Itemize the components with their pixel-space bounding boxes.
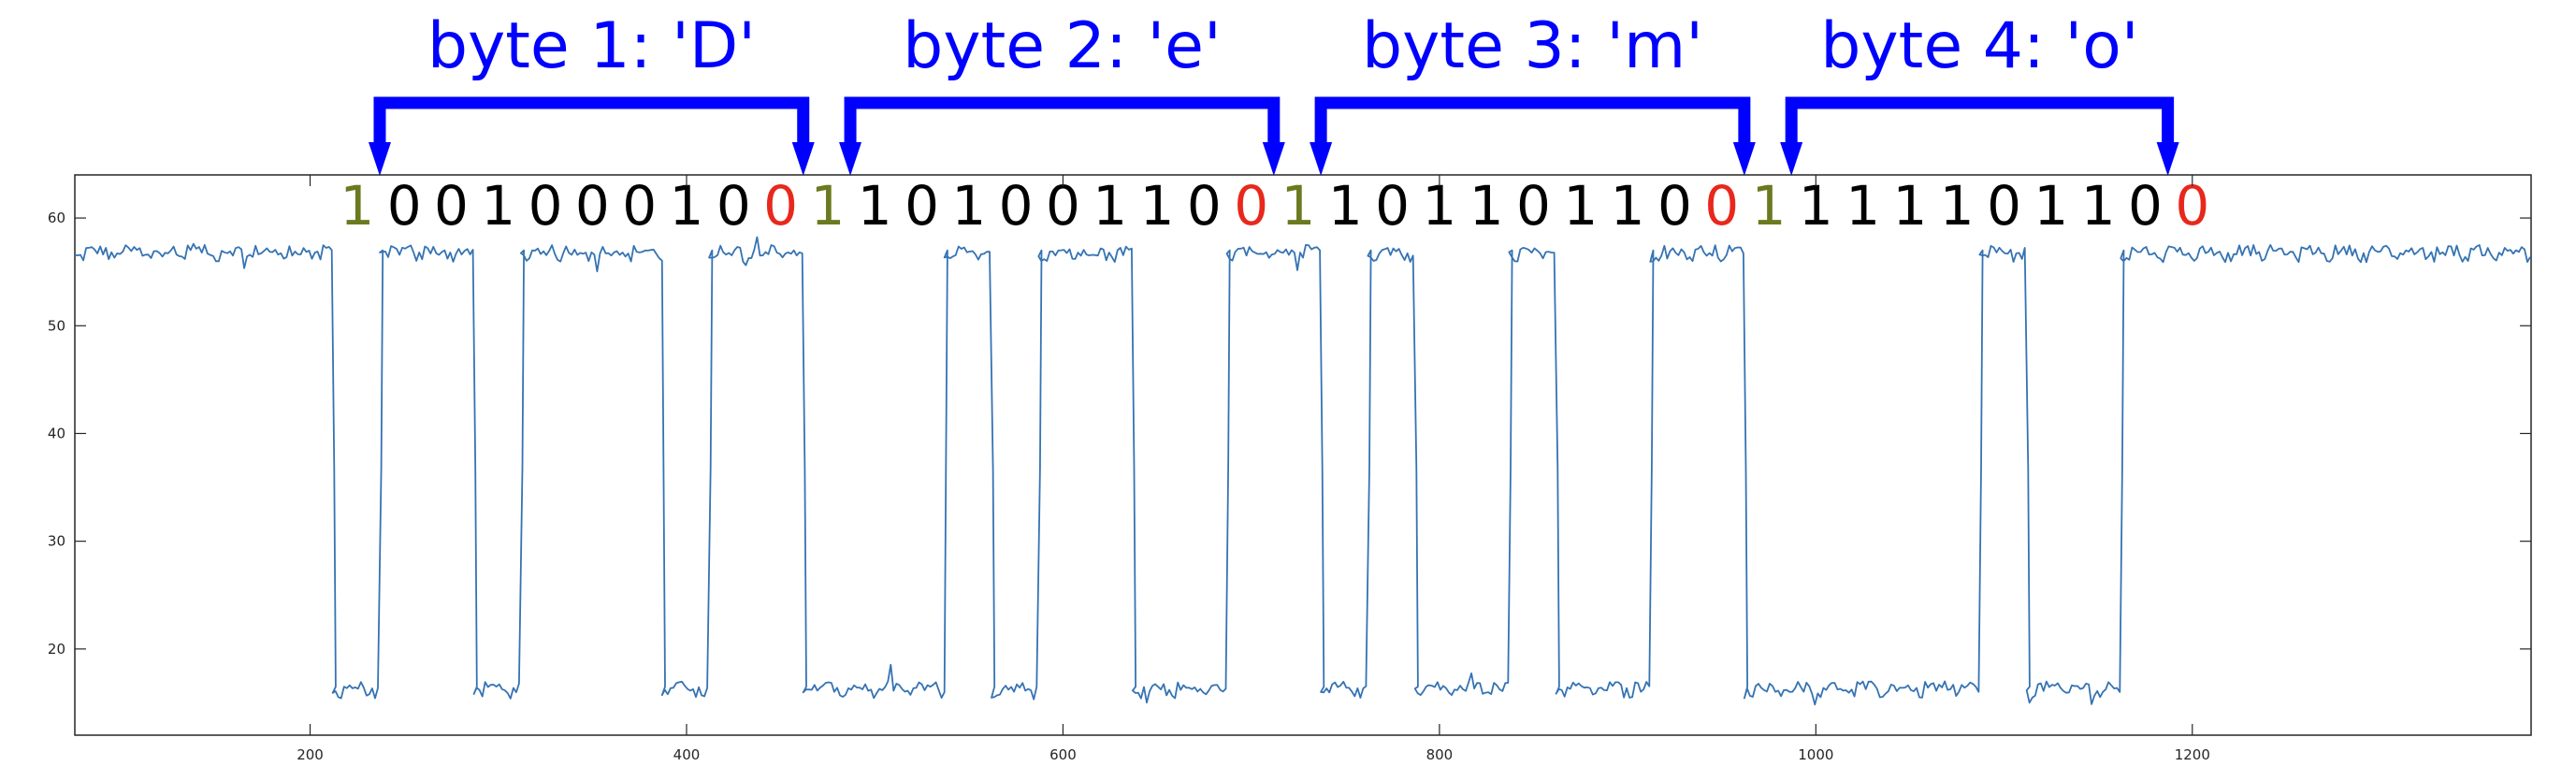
byte-label: byte 4: 'o': [1820, 9, 2138, 83]
byte-bracket-arrow: [1310, 142, 1333, 176]
byte-bracket-arrow: [1780, 142, 1803, 176]
bit-label-data: 0: [1987, 174, 2021, 238]
bit-label-data: 0: [622, 174, 657, 238]
bit-label-data: 0: [999, 174, 1034, 238]
byte-bracket-arrow: [2156, 142, 2179, 176]
bit-label-data: 0: [575, 174, 610, 238]
byte-brackets: byte 1: 'D' byte 2: 'e' byte 3: 'm' byte 4:…: [368, 9, 2179, 176]
byte-bracket-arrow: [368, 142, 391, 176]
bit-label-data: 1: [1140, 174, 1175, 238]
x-tick-label: 400: [673, 746, 701, 763]
y-tick-label: 40: [48, 425, 65, 441]
bit-label-data: 0: [904, 174, 939, 238]
bit-label-data: 0: [1187, 174, 1222, 238]
byte-bracket: [1785, 96, 2175, 146]
bit-label-data: 0: [716, 174, 751, 238]
byte-bracket-arrow: [1732, 142, 1756, 176]
bit-label-data: 0: [387, 174, 422, 238]
byte-bracket: [373, 96, 810, 146]
bit-label-start: 0: [1234, 174, 1268, 238]
bit-label-data: 1: [1893, 174, 1928, 238]
bit-label-data: 1: [2081, 174, 2116, 238]
bit-label-start: 0: [1704, 174, 1739, 238]
x-tick-label: 1000: [1798, 746, 1833, 763]
bit-label-data: 1: [1093, 174, 1127, 238]
bit-label-data: 0: [528, 174, 563, 238]
bit-label-data: 1: [2033, 174, 2068, 238]
byte-bracket-arrow: [791, 142, 815, 176]
y-tick-label: 30: [48, 533, 65, 550]
bit-label-data: 1: [1328, 174, 1363, 238]
bit-label-stop: 1: [1752, 174, 1787, 238]
bit-label-data: 1: [858, 174, 892, 238]
bit-label-data: 1: [481, 174, 515, 238]
byte-bracket-arrow: [839, 142, 862, 176]
y-tick-label: 60: [48, 210, 65, 226]
byte-label: byte 3: 'm': [1362, 9, 1703, 83]
y-tick-label: 20: [48, 641, 65, 658]
bit-label-data: 1: [1845, 174, 1880, 238]
byte-label: byte 2: 'e': [903, 9, 1222, 83]
bit-label-stop: 1: [810, 174, 845, 238]
bit-label-data: 1: [951, 174, 986, 238]
bit-label-data: 1: [1563, 174, 1598, 238]
x-tick-label: 600: [1049, 746, 1077, 763]
byte-label: byte 1: 'D': [427, 9, 756, 83]
y-tick-label: 50: [48, 317, 65, 334]
bit-label-data: 0: [1375, 174, 1410, 238]
bit-label-stop: 1: [340, 174, 374, 238]
bit-label-stop: 1: [1281, 174, 1316, 238]
byte-bracket-arrow: [1262, 142, 1285, 176]
bit-label-data: 1: [1611, 174, 1645, 238]
x-tick-label: 1200: [2175, 746, 2210, 763]
byte-bracket: [1314, 96, 1751, 146]
bit-label-data: 0: [1657, 174, 1692, 238]
signal-series-line: [74, 236, 2531, 706]
bit-label-data: 0: [2128, 174, 2163, 238]
plot-frame: [74, 174, 2532, 736]
bit-label-data: 1: [1469, 174, 1504, 238]
x-tick-label: 200: [297, 746, 324, 763]
bit-label-data: 0: [1516, 174, 1551, 238]
bit-label-data: 1: [1940, 174, 1975, 238]
bit-label-start: 0: [763, 174, 798, 238]
x-tick-label: 800: [1426, 746, 1454, 763]
byte-bracket: [844, 96, 1281, 146]
bit-label-data: 0: [434, 174, 469, 238]
